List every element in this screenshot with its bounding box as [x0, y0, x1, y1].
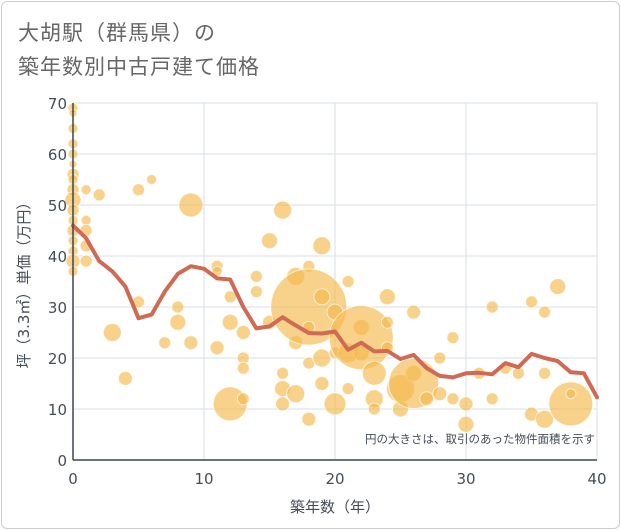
data-bubble — [171, 300, 185, 314]
data-bubble — [276, 366, 290, 380]
x-tick-label: 10 — [194, 470, 213, 488]
data-bubble — [270, 268, 348, 346]
chart-title-line1: 大胡駅（群馬県）の — [18, 21, 216, 45]
tick-labels: 0 10 20 30 40 50 60 70 0 10 20 30 40 — [48, 95, 607, 488]
data-bubble — [361, 360, 387, 386]
x-tick-label: 20 — [325, 470, 344, 488]
data-bubble — [92, 188, 106, 202]
data-bubble — [249, 269, 263, 283]
data-bubble — [312, 236, 332, 256]
data-bubble — [323, 392, 347, 416]
x-axis-label: 築年数（年） — [290, 498, 380, 516]
data-bubble — [341, 382, 355, 396]
data-bubble — [485, 300, 499, 314]
bubble-size-annotation: 円の大きさは、取引のあった物件面積を示す — [365, 432, 595, 446]
data-bubble — [79, 254, 93, 268]
data-bubble — [80, 184, 92, 196]
data-bubble — [535, 409, 555, 429]
chart-title: 大胡駅（群馬県）の 築年数別中古戸建て価格 — [18, 16, 260, 84]
data-bubble — [341, 275, 355, 288]
axes — [72, 103, 597, 461]
data-bubble — [261, 232, 278, 250]
data-bubble — [485, 392, 499, 406]
bubbles — [64, 102, 594, 433]
data-bubble — [178, 192, 204, 218]
x-tick-label: 40 — [587, 470, 606, 488]
data-bubble — [312, 348, 332, 368]
data-bubble — [432, 386, 448, 402]
data-bubble — [313, 288, 331, 306]
y-tick-label: 40 — [48, 248, 67, 266]
data-bubble — [223, 290, 237, 304]
data-bubble — [286, 384, 306, 404]
data-bubble — [236, 392, 250, 406]
x-tick-label: 30 — [456, 470, 475, 488]
data-bubble — [80, 214, 92, 226]
data-bubble — [273, 200, 293, 220]
data-bubble — [565, 388, 577, 400]
data-bubble — [314, 376, 330, 391]
data-bubble — [367, 402, 381, 416]
data-bubble — [169, 313, 187, 331]
data-bubble — [378, 288, 396, 306]
y-tick-label: 50 — [48, 197, 67, 215]
data-bubble — [158, 336, 172, 350]
data-bubble — [380, 315, 394, 329]
x-tick-label: 0 — [68, 470, 78, 488]
data-bubble — [549, 278, 567, 296]
data-bubble — [525, 295, 538, 309]
data-bubble — [328, 305, 394, 371]
y-tick-label: 60 — [48, 146, 67, 164]
y-tick-label: 70 — [48, 95, 67, 113]
data-bubble — [548, 381, 594, 427]
trend-line — [71, 223, 599, 400]
data-bubble — [146, 174, 158, 185]
data-bubble — [458, 396, 474, 412]
data-bubble — [221, 313, 239, 331]
y-tick-label: 20 — [48, 350, 67, 368]
data-bubble — [433, 351, 447, 365]
data-bubble — [102, 323, 122, 342]
data-bubble — [538, 305, 552, 319]
data-bubble — [457, 415, 475, 433]
y-tick-label: 10 — [48, 401, 67, 419]
data-bubble — [419, 391, 435, 407]
y-tick-label: 30 — [48, 299, 67, 317]
y-tick-label: 0 — [57, 452, 67, 470]
data-bubble — [117, 370, 133, 386]
data-bubble — [209, 340, 225, 356]
data-bubble — [275, 396, 291, 412]
data-bubble — [446, 331, 460, 345]
data-bubble — [132, 183, 145, 197]
data-bubble — [301, 411, 317, 427]
data-bubble — [406, 304, 422, 320]
chart-title-line2: 築年数別中古戸建て価格 — [18, 55, 260, 79]
data-bubble — [538, 366, 552, 380]
y-axis-label: 坪（3.3㎡）単価（万円） — [15, 195, 33, 369]
data-bubble — [249, 285, 263, 299]
data-bubble — [236, 361, 250, 375]
data-bubble — [183, 335, 199, 351]
data-bubble — [235, 325, 251, 340]
data-bubble — [446, 392, 460, 406]
